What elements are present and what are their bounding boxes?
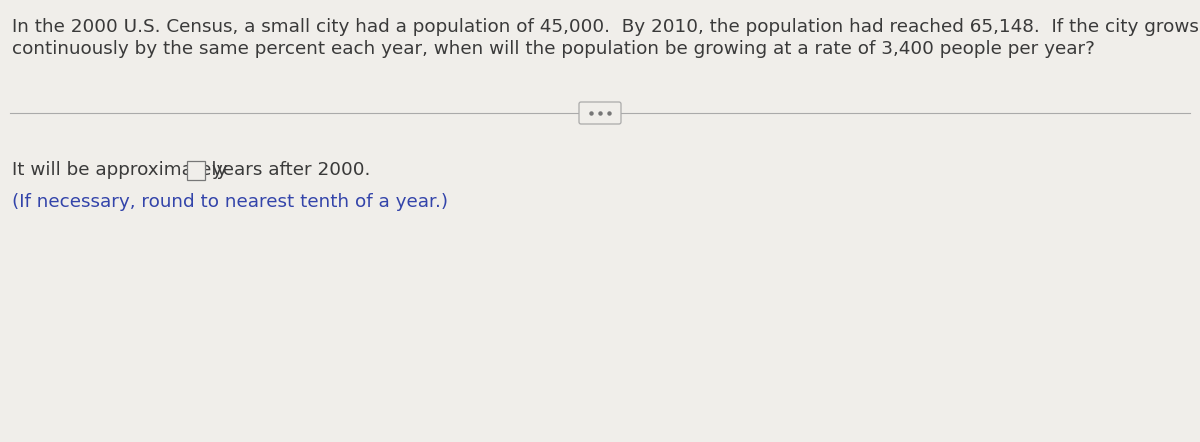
FancyBboxPatch shape — [580, 102, 622, 124]
FancyBboxPatch shape — [187, 160, 205, 179]
Text: In the 2000 U.S. Census, a small city had a population of 45,000.  By 2010, the : In the 2000 U.S. Census, a small city ha… — [12, 18, 1199, 36]
Text: continuously by the same percent each year, when will the population be growing : continuously by the same percent each ye… — [12, 40, 1094, 58]
Text: (If necessary, round to nearest tenth of a year.): (If necessary, round to nearest tenth of… — [12, 193, 448, 211]
Text: years after 2000.: years after 2000. — [206, 161, 371, 179]
Text: It will be approximately: It will be approximately — [12, 161, 233, 179]
